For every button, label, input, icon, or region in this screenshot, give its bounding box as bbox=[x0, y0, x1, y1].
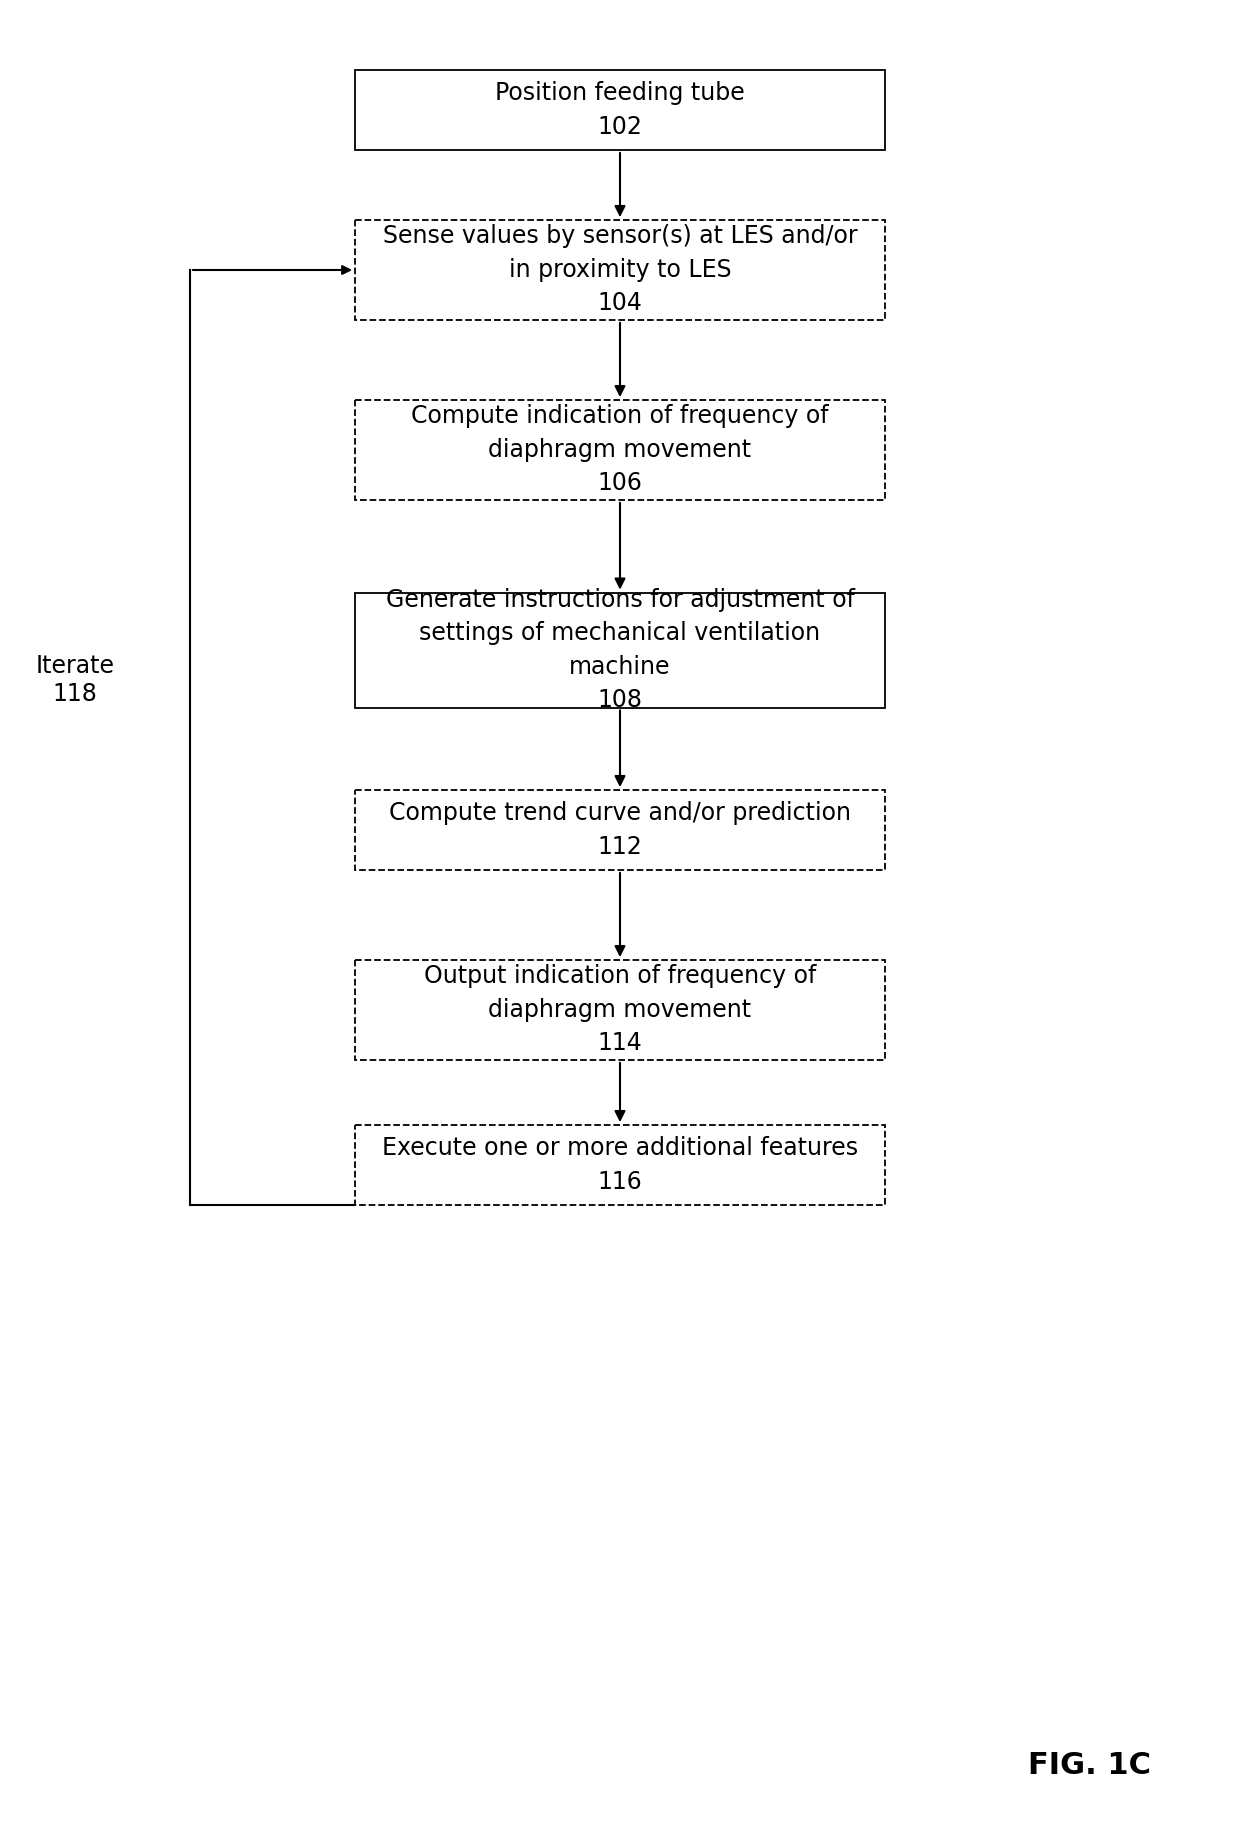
Text: Output indication of frequency of
diaphragm movement
114: Output indication of frequency of diaphr… bbox=[424, 965, 816, 1056]
Bar bbox=[355, 959, 885, 1060]
Bar bbox=[355, 790, 885, 869]
Text: Compute trend curve and/or prediction
112: Compute trend curve and/or prediction 11… bbox=[389, 801, 851, 858]
Text: Iterate
118: Iterate 118 bbox=[36, 655, 114, 706]
Text: Position feeding tube
102: Position feeding tube 102 bbox=[495, 81, 745, 139]
Text: Compute indication of frequency of
diaphragm movement
106: Compute indication of frequency of diaph… bbox=[412, 405, 828, 495]
Text: Generate instructions for adjustment of
settings of mechanical ventilation
machi: Generate instructions for adjustment of … bbox=[386, 587, 854, 712]
Bar bbox=[355, 70, 885, 150]
Bar bbox=[355, 1124, 885, 1205]
Text: Execute one or more additional features
116: Execute one or more additional features … bbox=[382, 1137, 858, 1194]
Bar bbox=[355, 592, 885, 708]
Bar bbox=[355, 400, 885, 501]
Text: Sense values by sensor(s) at LES and/or
in proximity to LES
104: Sense values by sensor(s) at LES and/or … bbox=[383, 224, 857, 315]
Text: FIG. 1C: FIG. 1C bbox=[1028, 1750, 1152, 1779]
Bar bbox=[355, 220, 885, 319]
